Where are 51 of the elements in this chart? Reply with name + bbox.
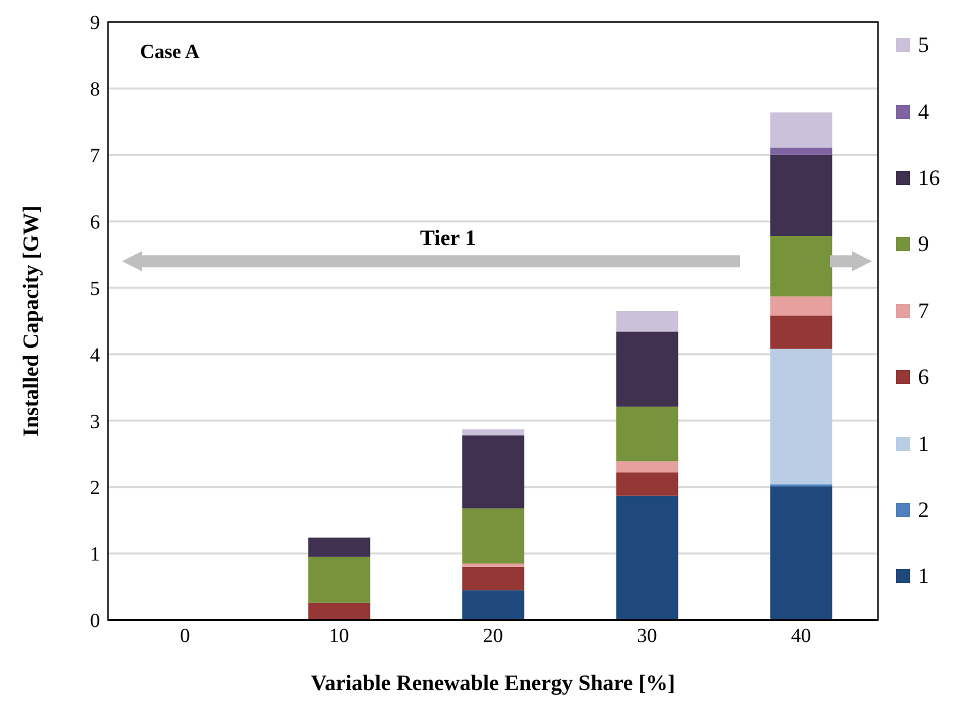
bar	[770, 148, 832, 155]
bar	[462, 566, 524, 590]
bar	[308, 602, 370, 620]
legend-label: 5	[918, 32, 929, 58]
x-tick-label: 40	[791, 625, 811, 648]
bar	[308, 556, 370, 603]
y-tick-label: 0	[90, 610, 100, 632]
y-tick-label: 8	[90, 78, 100, 101]
bar	[770, 296, 832, 316]
bar	[462, 508, 524, 564]
annotation: Tier 1	[420, 225, 476, 250]
y-tick-label: 2	[90, 477, 100, 500]
bar	[462, 590, 524, 620]
bar	[616, 461, 678, 472]
x-tick-label: 0	[180, 625, 190, 648]
bar	[616, 311, 678, 332]
y-axis-title: Installed Capacity [GW]	[18, 206, 43, 436]
legend-label: 16	[918, 164, 940, 191]
y-tick-label: 7	[90, 144, 100, 167]
legend-label: 1	[918, 563, 929, 590]
bar	[770, 486, 832, 620]
legend-label: 9	[918, 231, 929, 258]
y-tick-label: 9	[90, 12, 100, 34]
bar	[616, 332, 678, 407]
legend-label: 7	[918, 298, 929, 324]
y-tick-label: 1	[90, 544, 100, 566]
x-axis-title: Variable Renewable Energy Share [%]	[310, 670, 676, 695]
y-tick-label: 3	[90, 410, 100, 433]
legend-label: 2	[918, 496, 929, 523]
bar	[770, 316, 832, 349]
x-tick-label: 10	[329, 625, 349, 648]
legend-label: 6	[918, 364, 929, 390]
y-tick-label: 4	[90, 344, 100, 366]
x-tick-label: 20	[483, 625, 503, 648]
bar	[308, 538, 370, 557]
y-tick-label: 6	[90, 211, 100, 234]
bar	[770, 154, 832, 236]
bar	[462, 564, 524, 567]
legend-label: 4	[918, 98, 929, 125]
y-tick-label: 5	[90, 278, 100, 300]
bar	[616, 406, 678, 462]
annotation: Case A	[140, 41, 200, 63]
bar	[462, 429, 524, 436]
bar	[616, 496, 678, 620]
bar	[462, 435, 524, 508]
bar	[770, 348, 832, 484]
bar	[616, 472, 678, 496]
legend-label: 1	[918, 430, 929, 457]
x-tick-label: 30	[637, 625, 657, 648]
bar	[770, 112, 832, 148]
bar	[770, 236, 832, 296]
